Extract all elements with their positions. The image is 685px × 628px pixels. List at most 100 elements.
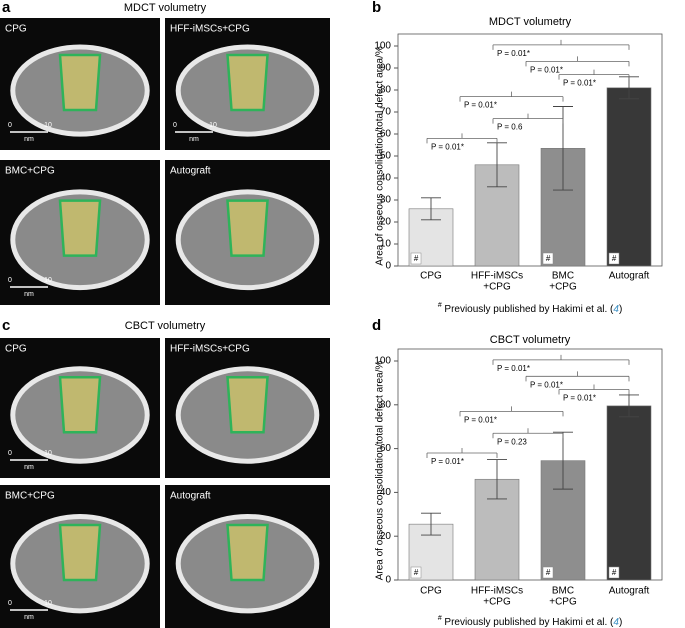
- scale-end: 10: [44, 277, 52, 284]
- y-tick-label: 0: [385, 575, 391, 586]
- image-label: BMC+CPG: [5, 166, 55, 177]
- image-label: HFF-iMSCs+CPG: [170, 344, 250, 355]
- footnote: # Previously published by Hakimi et al. …: [438, 302, 623, 314]
- significance-bracket: [525, 56, 630, 67]
- x-tick-label: +CPG: [483, 597, 511, 608]
- x-tick-label: BMC: [552, 586, 574, 597]
- defect-fill: [60, 54, 100, 110]
- scale-unit: nm: [189, 136, 199, 143]
- scale-start: 0: [8, 277, 12, 284]
- bar-label: #: [612, 568, 617, 577]
- scale-unit: nm: [24, 291, 34, 298]
- footnote: # Previously published by Hakimi et al. …: [438, 615, 623, 627]
- bar-label: #: [546, 254, 551, 263]
- p-value: P = 0.01*: [431, 143, 464, 152]
- y-axis-label: Area of osseous consolidation/total defe…: [375, 46, 386, 266]
- y-tick-label: 30: [380, 195, 392, 206]
- image-label: Autograft: [170, 491, 211, 502]
- bar: [606, 87, 652, 267]
- defect-fill: [60, 525, 100, 581]
- significance-bracket: [492, 428, 564, 439]
- x-tick-label: +CPG: [549, 597, 577, 608]
- error-bar: [487, 459, 507, 500]
- panel-title: CBCT volumetry: [125, 320, 206, 332]
- defect-outline: [226, 53, 269, 112]
- bar-label-box: [542, 566, 554, 579]
- bar-label: #: [612, 254, 617, 263]
- y-tick-label: 40: [380, 487, 392, 498]
- p-value: P = 0.01*: [497, 49, 530, 58]
- x-tick-label: Autograft: [609, 586, 650, 597]
- error-bar: [619, 394, 639, 418]
- y-tick-label: 20: [380, 531, 392, 542]
- x-tick-label: HFF-iMSCs: [471, 271, 523, 282]
- bar-label: #: [414, 568, 419, 577]
- x-tick-label: CPG: [420, 586, 442, 597]
- y-tick-label: 0: [385, 261, 391, 272]
- p-value: P = 0.01*: [497, 364, 530, 373]
- y-tick-label: 70: [380, 107, 392, 118]
- p-value: P = 0.6: [497, 123, 523, 132]
- bar-label-box: [410, 252, 422, 265]
- y-tick-label: 60: [380, 129, 392, 140]
- footnote-part: #: [438, 302, 442, 309]
- scale-end: 10: [209, 122, 217, 129]
- footnote-part: ): [619, 304, 622, 315]
- scale-start: 0: [8, 122, 12, 129]
- p-value: P = 0.01*: [464, 415, 497, 424]
- defect-outline: [58, 523, 102, 582]
- defect-fill: [227, 377, 268, 433]
- footnote-part: 4: [613, 304, 619, 315]
- scale-end: 10: [44, 122, 52, 129]
- scale-end: 10: [44, 450, 52, 457]
- scale-start: 0: [173, 122, 177, 129]
- image-label: Autograft: [170, 166, 211, 177]
- significance-bracket: [558, 69, 630, 80]
- y-tick-label: 10: [380, 239, 392, 250]
- footnote-part: Previously published by Hakimi et al. (: [442, 304, 614, 315]
- y-tick-label: 100: [374, 41, 391, 52]
- bar: [606, 405, 652, 581]
- scale-start: 0: [8, 600, 12, 607]
- panel-letter: a: [2, 0, 11, 16]
- image-label: BMC+CPG: [5, 491, 55, 502]
- bar-label-box: [410, 566, 422, 579]
- defect-fill: [227, 525, 268, 581]
- plot-frame: [397, 33, 663, 267]
- defect-outline: [58, 375, 102, 434]
- defect-outline: [58, 53, 102, 112]
- significance-bracket: [459, 91, 564, 102]
- y-tick-label: 80: [380, 85, 392, 96]
- p-value: P = 0.23: [497, 437, 527, 446]
- image-label: CPG: [5, 344, 27, 355]
- significance-bracket: [426, 133, 498, 144]
- panel-letter: d: [372, 317, 381, 334]
- panel-title: MDCT volumetry: [124, 2, 207, 14]
- bar-label-box: [608, 252, 620, 265]
- bar-label: #: [414, 254, 419, 263]
- x-tick-label: Autograft: [609, 271, 650, 282]
- x-tick-label: +CPG: [483, 282, 511, 293]
- x-tick-label: +CPG: [549, 282, 577, 293]
- x-tick-label: BMC: [552, 271, 574, 282]
- defect-fill: [227, 54, 268, 110]
- significance-bracket: [525, 371, 630, 382]
- scale-unit: nm: [24, 614, 34, 621]
- y-tick-label: 60: [380, 443, 392, 454]
- defect-outline: [226, 199, 269, 257]
- image-label: CPG: [5, 24, 27, 35]
- y-tick-label: 90: [380, 63, 392, 74]
- y-axis-label: Area of osseous consolidation/total defe…: [375, 361, 386, 581]
- p-value: P = 0.01*: [563, 79, 596, 88]
- p-value: P = 0.01*: [431, 457, 464, 466]
- defect-fill: [60, 200, 100, 256]
- chart-title: CBCT volumetry: [490, 334, 571, 346]
- p-value: P = 0.01*: [563, 394, 596, 403]
- defect-outline: [226, 523, 269, 582]
- p-value: P = 0.01*: [530, 380, 563, 389]
- footnote-part: 4: [613, 617, 619, 628]
- significance-bracket: [492, 354, 630, 365]
- significance-bracket: [492, 113, 564, 124]
- footnote-part: #: [438, 615, 442, 622]
